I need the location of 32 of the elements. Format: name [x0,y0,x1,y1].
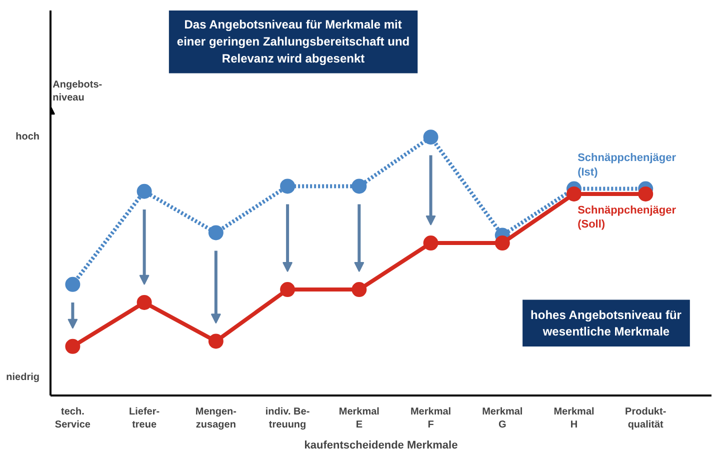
series-label: Schnäppchenjäger (Ist) [578,152,677,178]
x-tick-label: Liefer- treue [129,406,160,431]
point [136,184,152,199]
x-axis-title: kaufentscheidende Merkmale [304,440,458,452]
text: Das Angebotsniveau für Merkmale mit einer geringen Zahlungsbereitschaft und Relevanz wird abgesenkt [176,18,410,66]
series-label: Schnäppchenjäger (Soll) [578,204,677,231]
point [638,186,654,202]
x-tick-label: Produkt- qualität [625,406,666,431]
point [65,338,80,354]
y-axis-title: Angebots- niveau [52,79,102,104]
point [566,186,582,202]
point [208,334,224,349]
point [494,236,510,251]
x-tick-label: Merkmal H [554,406,595,431]
point [208,225,224,240]
point [423,236,438,251]
x-tick-label: Merkmal G [482,406,523,431]
point [65,276,80,292]
x-tick-label: indiv. Be- treuung [265,406,310,431]
point [280,282,296,298]
point [352,178,367,194]
point [352,282,367,298]
x-tick-label: Mengen- zusagen [195,406,236,431]
x-tick-label: tech. Service [54,406,91,431]
x-tick-label: Merkmal E [338,406,380,431]
point [423,130,438,145]
annotation: hohes Angebotsniveau für wesentliche Merkmale [530,308,682,339]
point [280,178,296,194]
point [136,294,152,310]
text: hoch [16,132,40,143]
text: niedrig [6,372,40,383]
x-tick-label: Merkmal F [410,406,452,431]
